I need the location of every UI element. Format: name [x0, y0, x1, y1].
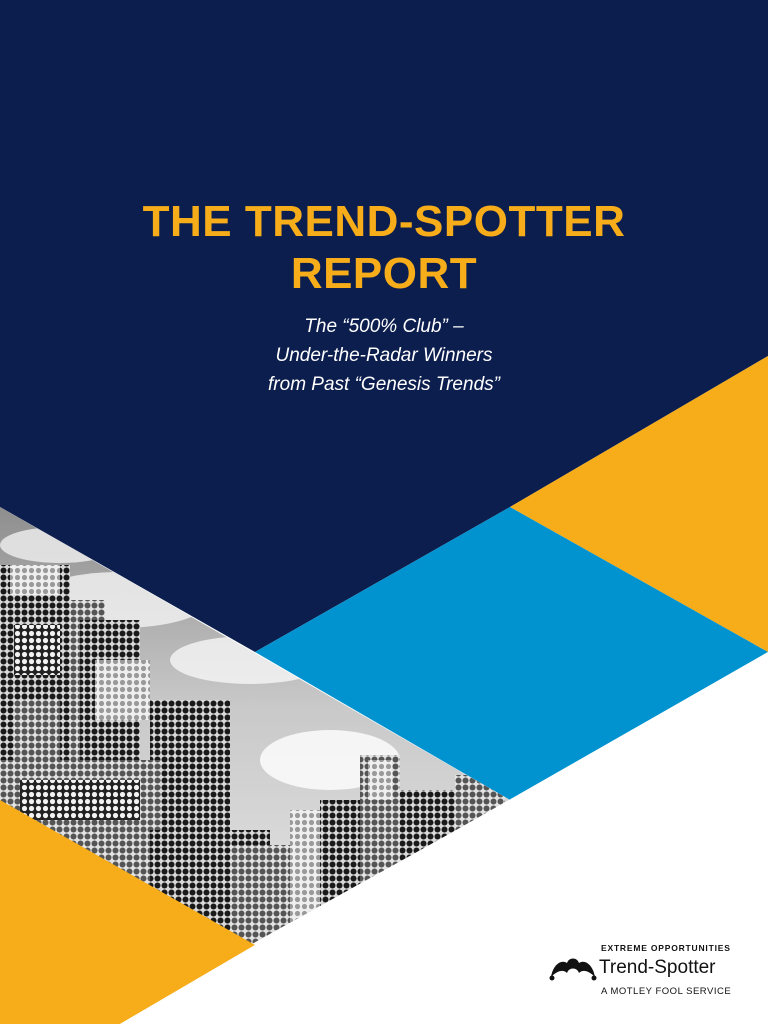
subtitle-line-3: from Past “Genesis Trends” [268, 374, 500, 395]
subtitle-line-1: The “500% Club” – [304, 316, 464, 337]
brand-service: A MOTLEY FOOL SERVICE [601, 986, 732, 997]
subtitle-line-2: Under-the-Radar Winners [275, 345, 493, 366]
report-subtitle: The “500% Club” – Under-the-Radar Winner… [0, 312, 768, 399]
title-line-2: REPORT [290, 249, 478, 298]
title-line-1: THE TREND-SPOTTER [142, 197, 626, 246]
report-title: THE TREND-SPOTTER REPORT [0, 196, 768, 300]
gold-triangle-left [0, 800, 255, 1024]
jester-hat-icon [549, 958, 597, 981]
blue-diamond [255, 507, 768, 800]
navy-panel [0, 0, 768, 652]
white-wedge [120, 652, 768, 1024]
brand-tagline: EXTREME OPPORTUNITIES [601, 943, 731, 953]
brand-name: Trend-Spotter [599, 957, 716, 978]
gold-triangle-right [510, 356, 768, 652]
